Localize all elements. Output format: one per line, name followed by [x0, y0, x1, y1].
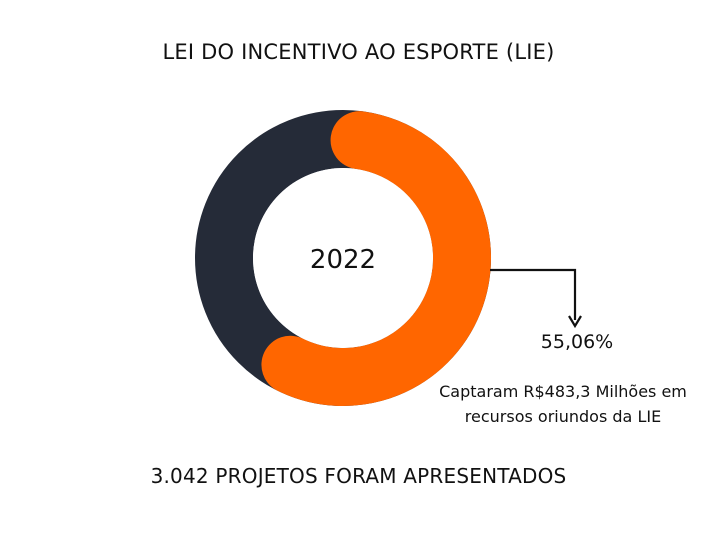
- percentage-label: 55,06%: [541, 331, 613, 353]
- donut-slices: [195, 110, 491, 406]
- donut-slice-captured: [261, 111, 491, 406]
- chart-title: LEI DO INCENTIVO AO ESPORTE (LIE): [162, 40, 555, 64]
- arrow-head-icon: [568, 315, 582, 329]
- leader-line: [490, 268, 577, 320]
- annotation-line-2: recursos oriundos da LIE: [465, 407, 661, 426]
- donut-hole: [253, 168, 433, 348]
- annotation-line-1: Captaram R$483,3 Milhões em: [439, 382, 687, 401]
- center-year-label: 2022: [310, 245, 376, 275]
- footer-text: 3.042 PROJETOS FORAM APRESENTADOS: [150, 464, 567, 488]
